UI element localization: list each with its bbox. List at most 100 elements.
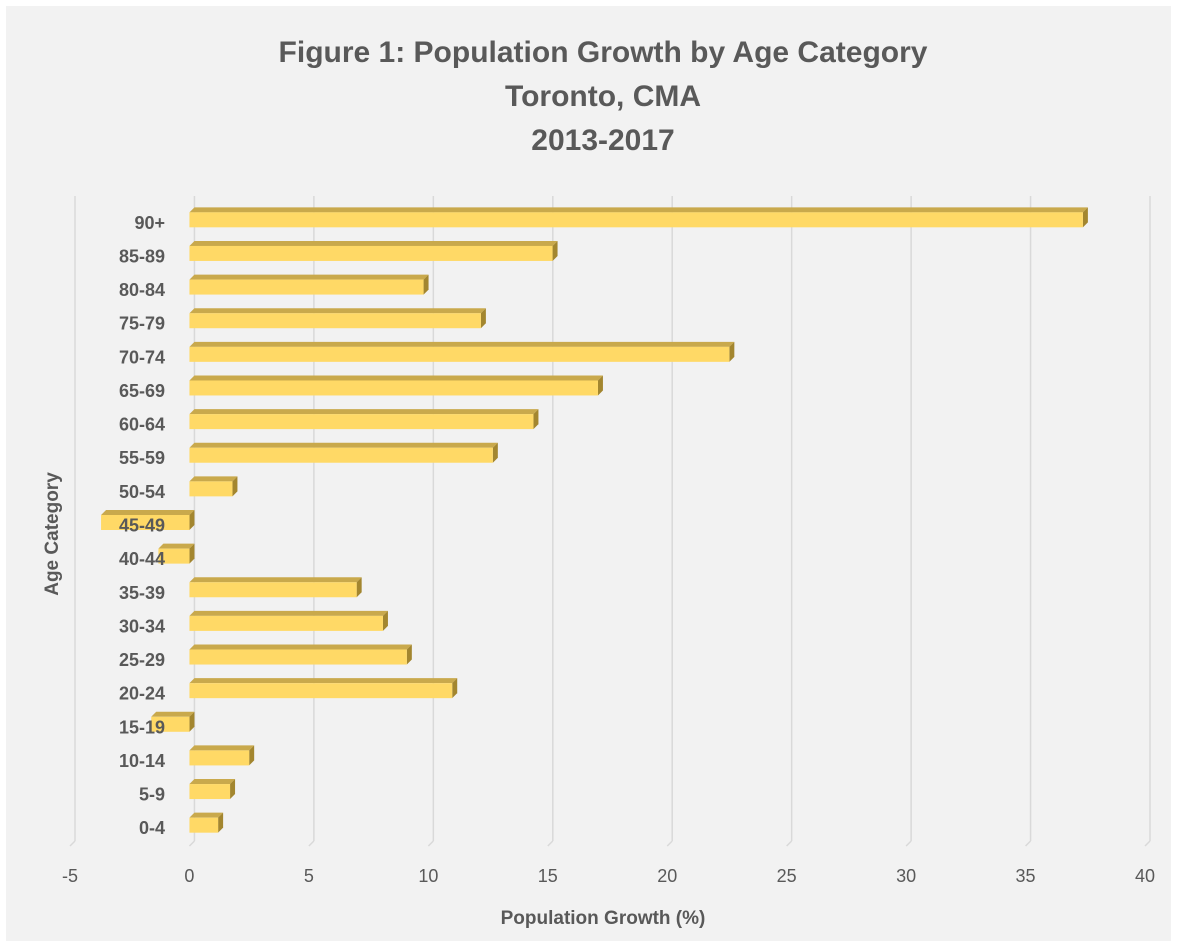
bar-top-face: [189, 308, 486, 314]
bar-side-face: [423, 274, 429, 295]
bar-front-face: [189, 784, 231, 800]
bar-side-face: [492, 442, 498, 463]
bar-side-face: [552, 240, 558, 261]
bar-front-face: [189, 582, 357, 598]
bar-top-face: [189, 745, 255, 751]
bar-side-face: [729, 341, 735, 362]
bar-60-64: [189, 409, 539, 430]
bar-top-face: [189, 779, 236, 785]
x-tick-label: 30: [896, 866, 916, 886]
bar-side-face: [533, 409, 539, 430]
bar-top-face: [189, 274, 429, 280]
gridline-floor: [308, 840, 315, 847]
bar-front-face: [189, 683, 453, 699]
category-label: 0-4: [139, 818, 165, 838]
bar-front-face: [189, 447, 493, 463]
category-label: 45-49: [119, 516, 165, 536]
bar-front-face: [189, 750, 250, 766]
bar-side-face: [189, 711, 195, 732]
x-tick-label: 35: [1016, 866, 1036, 886]
bar-30-34: [189, 610, 388, 631]
x-tick-label: 0: [184, 866, 194, 886]
bar-side-face: [382, 610, 388, 631]
category-label: 75-79: [119, 314, 165, 334]
bar-40-44: [158, 543, 195, 564]
x-axis-title: Population Growth (%): [501, 908, 706, 929]
bar-side-face: [406, 644, 412, 665]
x-tick-label: -5: [62, 866, 78, 886]
category-label: 40-44: [119, 549, 165, 569]
bar-front-face: [189, 279, 424, 295]
bar-80-84: [189, 274, 429, 295]
x-tick-label: 15: [538, 866, 558, 886]
gridline-floor: [547, 840, 554, 847]
bar-top-face: [189, 678, 458, 684]
gridline-floor: [666, 840, 673, 847]
gridline-floor: [188, 840, 195, 847]
category-label: 15-19: [119, 717, 165, 737]
bar-top-face: [189, 240, 558, 246]
gridline-floor: [1144, 840, 1151, 847]
bar-side-face: [230, 779, 236, 800]
bar-front-face: [189, 481, 233, 497]
bar-top-face: [158, 543, 195, 549]
bars: [101, 207, 1088, 833]
bar-front-face: [189, 817, 219, 833]
x-tick-label: 25: [777, 866, 797, 886]
bar-side-face: [232, 476, 238, 497]
x-tick-label: 20: [657, 866, 677, 886]
bar-55-59: [189, 442, 498, 463]
bar-top-face: [189, 341, 735, 347]
bar-15-19: [151, 711, 195, 732]
bar-front-face: [189, 615, 383, 631]
bar-top-face: [101, 510, 195, 515]
bar-chart: Figure 1: Population Growth by Age Categ…: [42, 36, 1155, 929]
category-labels: 0-4 5-9 10-14 15-19 20-24 25-29 30-34 35-39 40-4…: [119, 213, 165, 838]
bar-top-face: [189, 812, 224, 818]
chart-subtitle-location: Toronto, CMA: [505, 80, 701, 113]
bar-front-face: [151, 716, 190, 732]
category-label: 60-64: [119, 415, 165, 435]
bar-top-face: [189, 577, 362, 583]
gridlines: [69, 196, 1151, 847]
bar-85-89: [189, 240, 558, 261]
bar-side-face: [452, 678, 458, 699]
bar-side-face: [218, 812, 224, 833]
bar-side-face: [356, 577, 362, 598]
category-label: 90+: [134, 213, 165, 233]
x-tick-label: 40: [1135, 866, 1155, 886]
bar-front-face: [189, 380, 598, 396]
bar-front-face: [189, 346, 730, 362]
category-label: 5-9: [139, 785, 165, 805]
bar-35-39: [189, 577, 362, 598]
category-label: 55-59: [119, 448, 165, 468]
category-label: 70-74: [119, 347, 165, 367]
bar-side-face: [1082, 207, 1088, 228]
bar-side-face: [189, 510, 195, 530]
bar-front-face: [189, 313, 481, 329]
bar-front-face: [101, 515, 190, 530]
bar-5-9: [189, 779, 236, 800]
category-label: 85-89: [119, 246, 165, 266]
category-label: 10-14: [119, 751, 165, 771]
category-label: 80-84: [119, 280, 165, 300]
bar-side-face: [597, 375, 603, 396]
x-tick-label: 5: [304, 866, 314, 886]
category-label: 20-24: [119, 684, 165, 704]
bar-side-face: [249, 745, 255, 766]
gridline-floor: [69, 840, 76, 847]
bar-top-face: [189, 442, 498, 448]
bar-70-74: [189, 341, 735, 362]
bar-25-29: [189, 644, 412, 665]
bar-top-face: [189, 207, 1088, 213]
category-label: 25-29: [119, 650, 165, 670]
chart-title: Figure 1: Population Growth by Age Categ…: [279, 36, 928, 69]
gridline-floor: [1025, 840, 1032, 847]
y-axis-title: Age Category: [42, 472, 63, 596]
bar-front-face: [189, 414, 534, 430]
bar-90+: [189, 207, 1088, 228]
bar-20-24: [189, 678, 458, 699]
gridline-floor: [427, 840, 434, 847]
bar-front-face: [189, 649, 407, 665]
category-label: 65-69: [119, 381, 165, 401]
